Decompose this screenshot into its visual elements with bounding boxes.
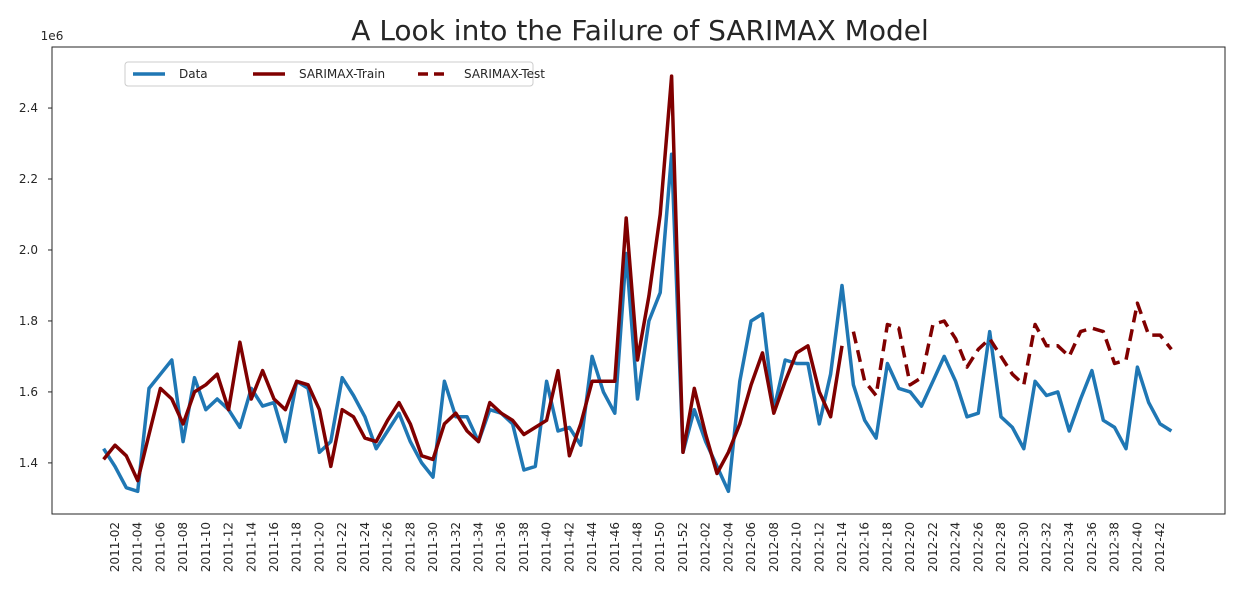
x-tick-label: 2012-30	[1017, 522, 1031, 572]
x-tick-label: 2012-18	[880, 522, 894, 572]
y-tick-label: 1.8	[19, 314, 38, 328]
x-tick-label: 2011-52	[676, 522, 690, 572]
x-tick-label: 2011-08	[176, 522, 190, 572]
x-tick-label: 2012-34	[1062, 522, 1076, 572]
x-tick-label: 2011-42	[562, 522, 576, 572]
x-tick-label: 2011-34	[471, 522, 485, 572]
x-tick-label: 2012-10	[790, 522, 804, 572]
x-tick-label: 2011-50	[653, 522, 667, 572]
x-tick-label: 2011-30	[426, 522, 440, 572]
y-offset-label: 1e6	[41, 29, 64, 43]
x-tick-label: 2011-14	[244, 522, 258, 572]
x-tick-label: 2012-02	[699, 522, 713, 572]
x-tick-label: 2011-12	[222, 522, 236, 572]
legend-label: SARIMAX-Test	[464, 67, 545, 81]
x-tick-label: 2012-26	[971, 522, 985, 572]
y-tick-label: 1.6	[19, 385, 38, 399]
x-tick-label: 2011-02	[108, 522, 122, 572]
x-tick-label: 2011-40	[540, 522, 554, 572]
x-tick-label: 2011-24	[358, 522, 372, 572]
y-tick-label: 2.4	[19, 101, 38, 115]
x-tick-label: 2011-20	[312, 522, 326, 572]
x-tick-label: 2011-16	[267, 522, 281, 572]
x-tick-label: 2012-38	[1108, 522, 1122, 572]
legend-label: Data	[179, 67, 208, 81]
x-tick-label: 2012-14	[835, 522, 849, 572]
x-tick-label: 2012-16	[858, 522, 872, 572]
x-tick-label: 2011-10	[199, 522, 213, 572]
x-tick-label: 2011-32	[449, 522, 463, 572]
x-tick-label: 2012-04	[721, 522, 735, 572]
x-tick-label: 2012-40	[1130, 522, 1144, 572]
x-tick-label: 2011-04	[131, 522, 145, 572]
chart-title: A Look into the Failure of SARIMAX Model	[351, 14, 928, 47]
y-tick-label: 2.0	[19, 243, 38, 257]
line-series	[851, 301, 1173, 398]
x-tick-label: 2012-08	[767, 522, 781, 572]
x-tick-label: 2012-12	[812, 522, 826, 572]
x-tick-label: 2011-48	[631, 522, 645, 572]
x-tick-label: 2011-28	[403, 522, 417, 572]
x-tick-label: 2012-32	[1039, 522, 1053, 572]
x-tick-label: 2011-44	[585, 522, 599, 572]
x-tick-label: 2012-22	[926, 522, 940, 572]
x-tick-label: 2011-18	[290, 522, 304, 572]
legend-box	[124, 61, 534, 87]
x-tick-label: 2012-36	[1085, 522, 1099, 572]
x-tick-label: 2012-06	[744, 522, 758, 572]
x-tick-label: 2012-28	[994, 522, 1008, 572]
x-tick-label: 2011-26	[381, 522, 395, 572]
y-tick-label: 2.2	[19, 172, 38, 186]
line-series	[102, 74, 844, 483]
line-series	[102, 152, 1173, 494]
axes-frame	[51, 46, 1226, 515]
y-tick-label: 1.4	[19, 456, 38, 470]
x-tick-label: 2011-06	[153, 522, 167, 572]
x-tick-label: 2012-20	[903, 522, 917, 572]
x-tick-label: 2012-24	[949, 522, 963, 572]
x-tick-label: 2011-36	[494, 522, 508, 572]
x-tick-label: 2011-46	[608, 522, 622, 572]
legend-label: SARIMAX-Train	[299, 67, 385, 81]
x-tick-label: 2012-42	[1153, 522, 1167, 572]
x-tick-label: 2011-22	[335, 522, 349, 572]
x-tick-label: 2011-38	[517, 522, 531, 572]
